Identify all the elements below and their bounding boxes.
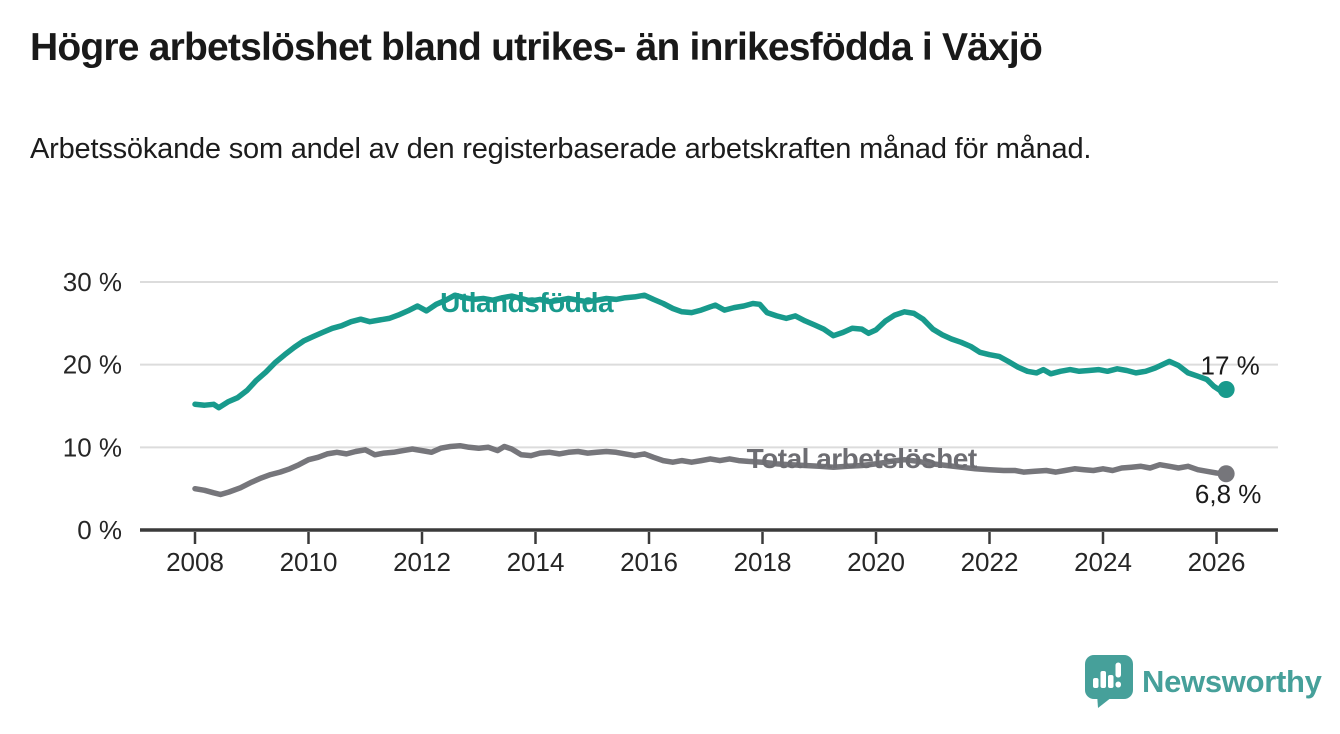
x-tick-label: 2014 (507, 547, 565, 577)
end-value-label-utlandsf-dda: 17 % (1201, 350, 1260, 380)
y-tick-label: 30 % (63, 267, 122, 297)
x-tick-label: 2026 (1188, 547, 1246, 577)
bar-chart-glyph (1093, 662, 1121, 688)
x-tick-label: 2022 (961, 547, 1019, 577)
series-line-total-arbetsl-shet (192, 442, 1229, 498)
series-label-utlandsf-dda: Utlandsfödda (440, 287, 614, 318)
y-tick-label: 0 % (77, 515, 122, 545)
x-tick-label: 2018 (734, 547, 792, 577)
x-tick-label: 2012 (393, 547, 451, 577)
x-tick-label: 2008 (166, 547, 224, 577)
x-tick-label: 2010 (280, 547, 338, 577)
x-tick-label: 2016 (620, 547, 678, 577)
newsworthy-logo[interactable]: Newsworthy (1085, 655, 1322, 709)
series-line-utlandsf-dda (192, 292, 1229, 411)
y-tick-label: 20 % (63, 350, 122, 380)
y-tick-label: 10 % (63, 432, 122, 462)
page-title: Högre arbetslöshet bland utrikes- än inr… (30, 26, 1043, 69)
brand-wordmark: Newsworthy (1142, 664, 1322, 699)
series-end-dot-utlandsf-dda (1217, 380, 1235, 398)
series-end-dot-total-arbetsl-shet (1217, 465, 1235, 483)
series-label-total-arbetsl-shet: Total arbetslöshet (747, 443, 977, 474)
x-tick-label: 2024 (1074, 547, 1132, 577)
end-value-label-total-arbetsl-shet: 6,8 % (1195, 479, 1262, 509)
newsworthy-bubble-chart-icon (1085, 655, 1133, 708)
x-tick-label: 2020 (847, 547, 905, 577)
chart-subtitle: Arbetssökande som andel av den registerb… (30, 133, 1092, 165)
